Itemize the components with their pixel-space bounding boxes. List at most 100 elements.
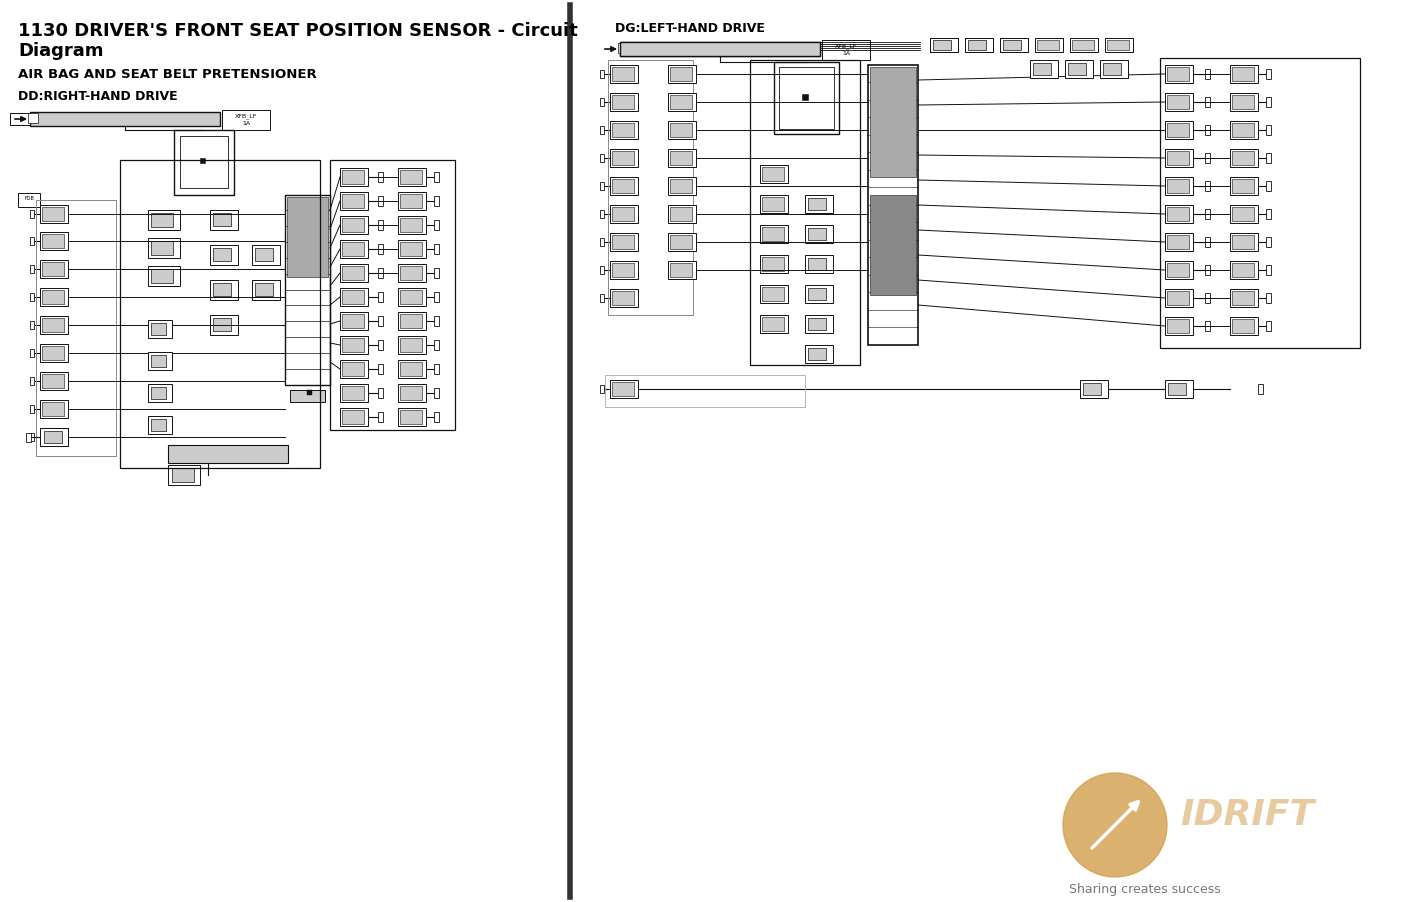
Bar: [39, 316, 67, 334]
Bar: [340, 264, 368, 282]
Bar: [39, 260, 67, 278]
Bar: [398, 408, 426, 426]
Bar: [1266, 153, 1272, 163]
Bar: [340, 312, 368, 330]
Text: DG:LEFT-HAND DRIVE: DG:LEFT-HAND DRIVE: [615, 22, 764, 35]
Bar: [670, 95, 693, 109]
Bar: [214, 318, 230, 331]
Bar: [868, 65, 917, 345]
Bar: [667, 149, 695, 167]
Bar: [762, 257, 784, 271]
Bar: [398, 312, 426, 330]
Bar: [341, 410, 364, 424]
Bar: [209, 315, 237, 335]
Bar: [1100, 60, 1128, 78]
Bar: [1229, 121, 1257, 139]
Bar: [30, 405, 34, 413]
Bar: [398, 216, 426, 234]
Bar: [1232, 291, 1255, 305]
Bar: [762, 287, 784, 301]
Bar: [1229, 65, 1257, 83]
Bar: [1165, 177, 1193, 195]
Bar: [1168, 383, 1186, 395]
Bar: [1072, 40, 1094, 50]
Bar: [30, 349, 34, 357]
Bar: [214, 213, 230, 226]
Bar: [1266, 69, 1272, 79]
Bar: [214, 248, 230, 261]
Bar: [1165, 317, 1193, 335]
Bar: [967, 40, 989, 50]
Bar: [1168, 235, 1189, 249]
Bar: [618, 43, 628, 53]
Bar: [39, 232, 67, 250]
Bar: [1033, 63, 1051, 75]
Text: IDRIFT: IDRIFT: [1180, 798, 1314, 832]
Bar: [150, 419, 166, 431]
Bar: [400, 410, 422, 424]
Text: XFB_LF: XFB_LF: [835, 43, 857, 49]
Bar: [805, 195, 833, 213]
Bar: [340, 408, 368, 426]
Bar: [434, 172, 438, 182]
Bar: [171, 468, 194, 482]
Bar: [10, 113, 30, 125]
Bar: [805, 285, 833, 303]
Bar: [1205, 97, 1210, 107]
Bar: [400, 290, 422, 304]
Bar: [1107, 40, 1130, 50]
Bar: [600, 210, 604, 218]
Bar: [44, 431, 62, 443]
Bar: [39, 428, 67, 446]
Bar: [808, 348, 826, 360]
Bar: [1232, 151, 1255, 165]
Bar: [39, 288, 67, 306]
Bar: [30, 210, 34, 218]
Bar: [968, 40, 986, 50]
Bar: [341, 266, 364, 280]
Bar: [148, 266, 180, 286]
Bar: [169, 465, 200, 485]
Bar: [434, 220, 438, 230]
Bar: [613, 382, 634, 396]
Bar: [169, 445, 288, 463]
Bar: [808, 288, 826, 300]
Bar: [30, 293, 34, 301]
Bar: [613, 123, 634, 137]
Bar: [341, 338, 364, 352]
Bar: [400, 362, 422, 376]
Text: FDB: FDB: [24, 196, 34, 201]
Bar: [39, 400, 67, 418]
Bar: [42, 402, 65, 416]
Bar: [340, 168, 368, 186]
Bar: [1068, 63, 1086, 75]
Bar: [378, 316, 384, 326]
Bar: [1168, 179, 1189, 193]
Bar: [1003, 40, 1021, 50]
Bar: [778, 67, 835, 129]
Bar: [1229, 233, 1257, 251]
Bar: [1168, 67, 1189, 81]
Bar: [1229, 261, 1257, 279]
Bar: [1205, 125, 1210, 135]
Bar: [1168, 291, 1189, 305]
Bar: [42, 374, 65, 388]
Bar: [760, 255, 788, 273]
Bar: [1030, 60, 1058, 78]
Bar: [802, 94, 808, 100]
Bar: [39, 428, 67, 446]
Bar: [398, 288, 426, 306]
Bar: [148, 384, 171, 402]
Bar: [1168, 319, 1189, 333]
Bar: [398, 264, 426, 282]
Text: XFB_LF: XFB_LF: [235, 113, 257, 119]
Bar: [1232, 319, 1255, 333]
Text: Diagram: Diagram: [18, 42, 104, 60]
Bar: [209, 280, 237, 300]
Bar: [39, 205, 67, 223]
Bar: [610, 121, 638, 139]
Bar: [670, 67, 693, 81]
Bar: [1083, 383, 1102, 395]
Bar: [1232, 67, 1255, 81]
Bar: [870, 195, 916, 295]
